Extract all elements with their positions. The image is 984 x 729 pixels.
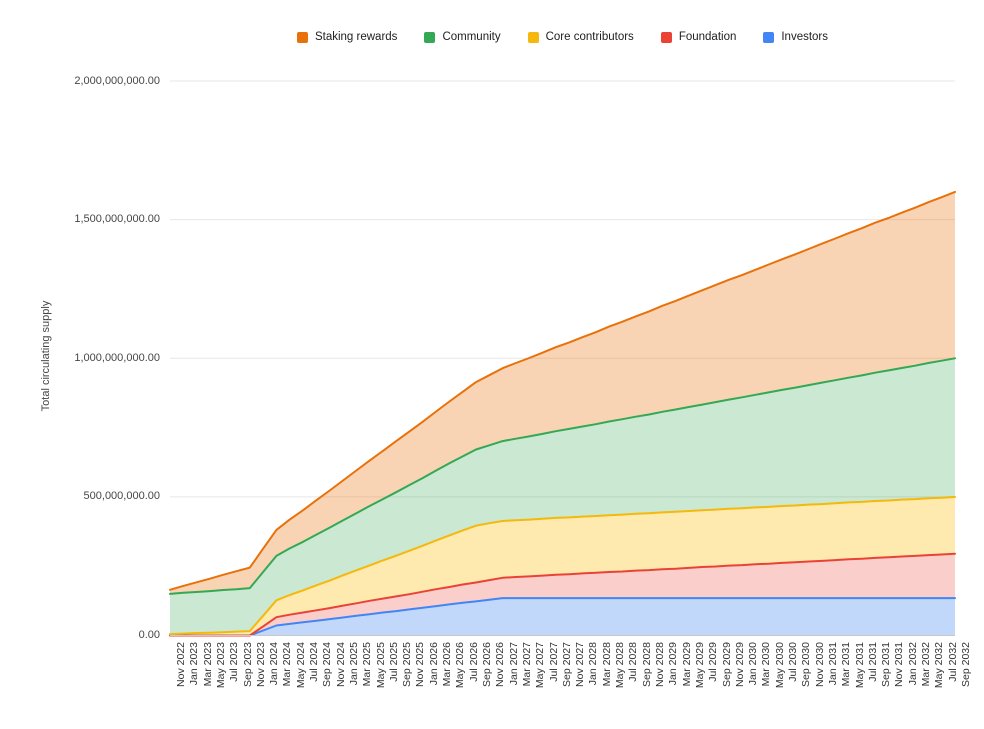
x-tick-label: Jul 2025 (387, 642, 400, 682)
series-line-core-contributors (169, 495, 956, 636)
legend-item: Core contributors (527, 31, 634, 43)
x-tick-label: Jan 2024 (268, 642, 281, 686)
legend-label: Community (442, 31, 501, 43)
x-tick-label: Sep 2032 (960, 642, 972, 687)
x-tick-label: Nov 2026 (494, 642, 507, 687)
x-tick-label: Nov 2022 (175, 642, 187, 687)
y-tick-label: 1,500,000,000.00 (74, 213, 160, 226)
legend-swatch-icon (763, 31, 775, 43)
x-tick-label: Mar 2023 (201, 642, 214, 687)
x-tick-label: Jan 2025 (347, 642, 360, 686)
series-line-staking-rewards (169, 190, 956, 591)
area-band-staking-rewards (170, 191, 955, 594)
x-tick-label: May 2029 (693, 642, 706, 689)
x-tick-label: Nov 2030 (813, 642, 826, 687)
x-tick-label: Jul 2032 (946, 642, 959, 682)
legend-label: Core contributors (545, 31, 634, 43)
x-tick-label: Jan 2027 (507, 642, 520, 686)
x-tick-label: Jul 2031 (866, 642, 879, 682)
x-tick-label: Mar 2029 (680, 642, 693, 687)
x-tick-label: Jan 2029 (667, 642, 680, 686)
x-tick-label: Nov 2028 (653, 642, 666, 687)
x-tick-label: Sep 2028 (640, 642, 653, 687)
x-tick-label: May 2023 (214, 642, 227, 689)
series-line-foundation (169, 552, 956, 637)
x-tick-label: Jan 2023 (188, 642, 201, 686)
x-tick-label: Jul 2027 (547, 642, 560, 682)
x-tick-label: May 2028 (614, 642, 627, 689)
x-tick-label: Jan 2032 (906, 642, 919, 686)
x-tick-label: May 2031 (853, 642, 866, 689)
x-tick-label: Mar 2026 (441, 642, 454, 687)
x-tick-label: Mar 2027 (520, 642, 533, 687)
x-tick-label: Nov 2025 (414, 642, 427, 687)
x-tick-label: May 2030 (773, 642, 786, 689)
y-tick-label: 1,000,000,000.00 (74, 351, 160, 364)
legend-item: Community (424, 31, 501, 43)
x-tick-label: Mar 2028 (600, 642, 613, 687)
x-tick-label: Sep 2026 (481, 642, 494, 687)
x-tick-label: May 2032 (933, 642, 946, 689)
area-band-foundation (170, 553, 955, 636)
x-tick-label: Jan 2031 (826, 642, 839, 686)
legend-label: Investors (781, 31, 829, 43)
x-tick-label: Jul 2028 (627, 642, 640, 682)
x-tick-label: Jan 2030 (747, 642, 760, 686)
x-tick-label: Sep 2031 (880, 642, 893, 687)
x-tick-label: Jul 2023 (228, 642, 241, 682)
x-tick-label: Jan 2028 (587, 642, 600, 686)
x-tick-label: Jul 2029 (707, 642, 720, 682)
x-tick-label: Jul 2026 (467, 642, 480, 682)
x-tick-label: May 2026 (454, 642, 467, 689)
x-tick-label: Sep 2023 (241, 642, 254, 687)
y-tick-label: 2,000,000,000.00 (74, 74, 160, 87)
x-tick-label: Jan 2026 (427, 642, 440, 686)
x-tick-label: Nov 2024 (334, 642, 347, 687)
x-tick-label: Nov 2027 (574, 642, 587, 687)
x-tick-label: Nov 2023 (254, 642, 267, 687)
y-tick-label: 0.00 (138, 629, 160, 641)
legend-item: Investors (763, 31, 828, 43)
area-band-investors (170, 598, 955, 636)
legend-item: Staking rewards (296, 31, 398, 43)
x-tick-label: May 2027 (534, 642, 547, 689)
x-tick-label: Mar 2031 (840, 642, 853, 687)
chart-legend: Staking rewards Community Core contributor… (170, 31, 955, 43)
legend-swatch-icon (424, 31, 436, 43)
x-tick-label: Sep 2030 (800, 642, 813, 687)
x-tick-label: Mar 2024 (281, 642, 294, 687)
x-tick-label: Jul 2024 (308, 642, 321, 682)
x-tick-label: Mar 2025 (361, 642, 374, 687)
legend-label: Staking rewards (314, 31, 398, 43)
x-tick-label: Mar 2030 (760, 642, 773, 687)
x-tick-label: Sep 2029 (720, 642, 733, 687)
y-tick-label: 500,000,000.00 (83, 490, 160, 503)
legend-label: Foundation (678, 31, 737, 43)
x-tick-label: Nov 2029 (733, 642, 746, 687)
x-tick-label: Sep 2025 (401, 642, 414, 687)
legend-item: Foundation (660, 31, 737, 43)
x-tick-label: Mar 2032 (920, 642, 933, 687)
x-tick-label: May 2024 (294, 642, 307, 689)
area-band-community (170, 358, 955, 635)
legend-swatch-icon (527, 31, 539, 43)
x-tick-label: May 2025 (374, 642, 387, 689)
x-tick-label: Sep 2024 (321, 642, 334, 687)
legend-swatch-icon (660, 31, 672, 43)
x-tick-label: Sep 2027 (560, 642, 573, 687)
series-line-investors (169, 597, 956, 637)
x-tick-label: Jul 2030 (787, 642, 800, 682)
legend-swatch-icon (296, 31, 308, 43)
x-tick-label: Nov 2031 (893, 642, 906, 687)
series-line-community (169, 357, 956, 595)
